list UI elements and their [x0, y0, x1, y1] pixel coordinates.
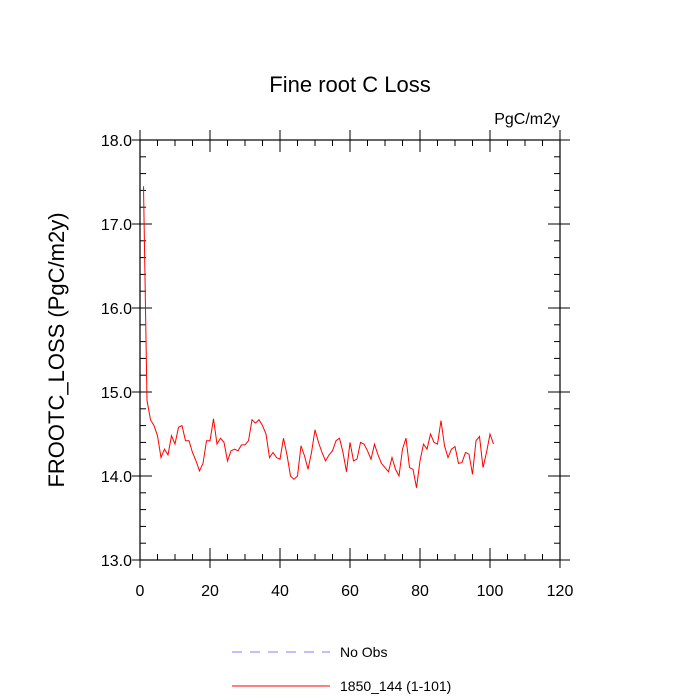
series-lines — [143, 186, 494, 488]
series-line — [143, 186, 494, 488]
y-tick-label: 14.0 — [101, 469, 132, 486]
legend-label: No Obs — [340, 644, 387, 660]
legend: No Obs 1850_144 (1-101) — [232, 644, 451, 694]
x-tick-label: 80 — [411, 583, 429, 600]
y-tick-label: 15.0 — [101, 385, 132, 402]
y-tick-label: 16.0 — [101, 301, 132, 318]
y-axis-label: FROOTC_LOSS (PgC/m2y) — [44, 212, 69, 487]
y-tick-label: 13.0 — [101, 553, 132, 570]
x-tick-label: 40 — [271, 583, 289, 600]
tick-marks — [132, 130, 570, 568]
chart-title: Fine root C Loss — [269, 72, 430, 97]
y-tick-label: 17.0 — [101, 217, 132, 234]
plot-frame — [139, 139, 561, 561]
y-tick-label: 18.0 — [101, 133, 132, 150]
x-tick-label: 20 — [201, 583, 219, 600]
x-tick-label: 0 — [136, 583, 145, 600]
legend-label: 1850_144 (1-101) — [340, 678, 451, 694]
x-tick-label: 100 — [477, 583, 504, 600]
units-label: PgC/m2y — [494, 111, 560, 128]
x-tick-labels: 0 20 40 60 80 100 120 — [136, 583, 574, 600]
y-tick-labels: 13.0 14.0 15.0 16.0 17.0 18.0 — [101, 133, 132, 570]
x-tick-label: 60 — [341, 583, 359, 600]
x-tick-label: 120 — [547, 583, 574, 600]
